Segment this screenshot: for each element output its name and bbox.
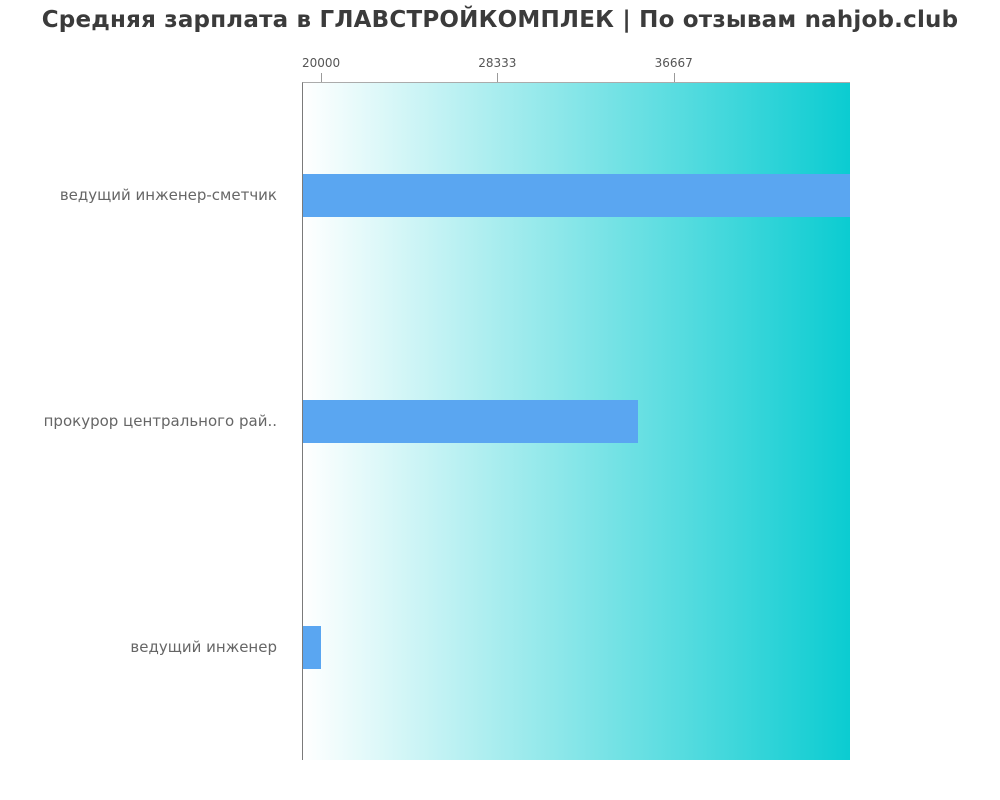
y-axis-category-label: ведущий инженер-сметчик xyxy=(59,186,277,204)
chart-title: Средняя зарплата в ГЛАВСТРОЙКОМПЛЕК | По… xyxy=(41,7,959,33)
x-axis-tick-label: 20000 xyxy=(301,56,341,70)
x-axis-tick-mark xyxy=(497,73,499,82)
y-axis-category-label: прокурор центрального рай.. xyxy=(43,412,277,430)
bar xyxy=(303,173,850,217)
x-axis-tick-mark xyxy=(673,73,675,82)
x-axis-tick-label: 28333 xyxy=(478,56,517,70)
x-axis-tick-mark xyxy=(321,73,323,82)
y-axis-category-label: ведущий инженер xyxy=(130,638,277,656)
bar xyxy=(303,399,639,443)
bar xyxy=(303,625,322,669)
x-axis-tick-label: 36667 xyxy=(654,56,693,70)
